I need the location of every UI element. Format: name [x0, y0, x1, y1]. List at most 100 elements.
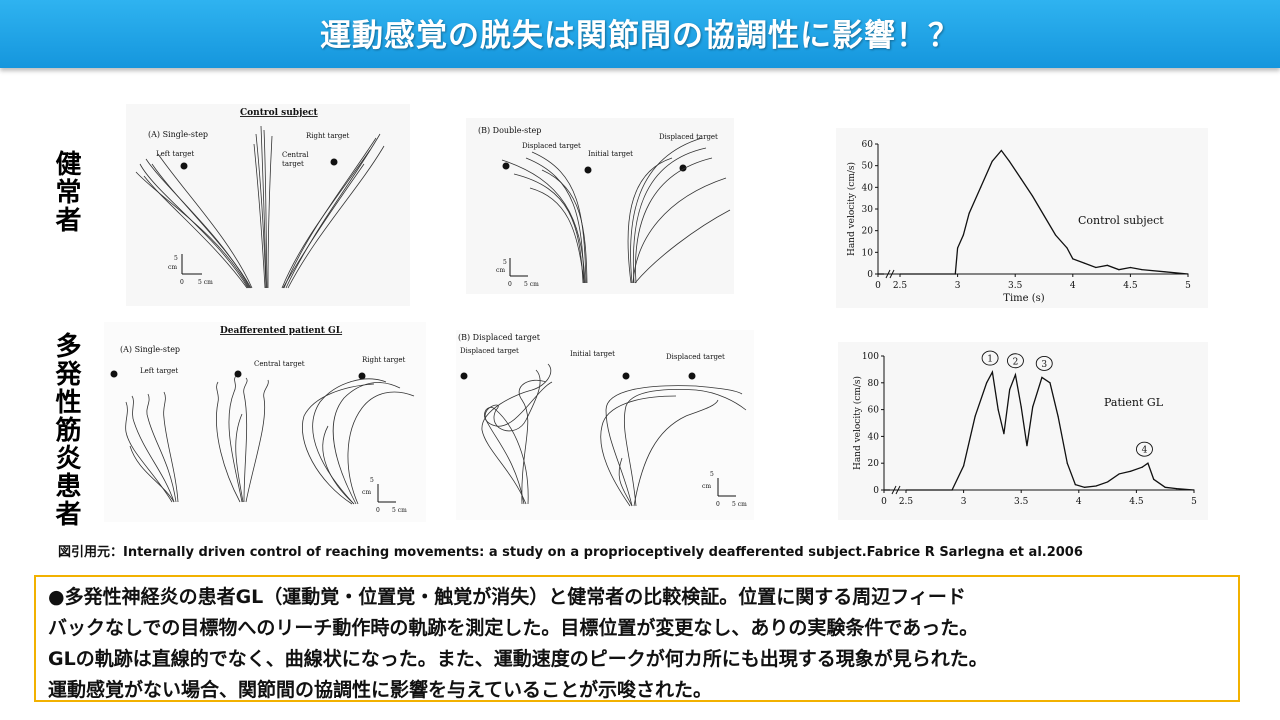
patient-heading: Deafferented patient GL — [220, 326, 343, 336]
patient-velocity-chart: 0 20 40 60 80 100 0 2.5 3 3.5 4 4.5 5 Hand velocity (… — [838, 342, 1208, 520]
scale-unit-b: cm — [496, 267, 505, 274]
y-tick-label: 10 — [862, 248, 874, 258]
velocity-point — [1106, 264, 1108, 266]
velocity-point — [1176, 488, 1178, 490]
x-tick-label: 5 — [1185, 281, 1191, 291]
y-tick-label: 50 — [862, 162, 874, 172]
right-target-label: Right target — [306, 132, 349, 140]
patient-right-target-dot — [358, 372, 366, 380]
displaced-target-label-b: Displaced target — [659, 133, 718, 141]
velocity-point — [1193, 489, 1195, 491]
velocity-point — [980, 186, 982, 188]
patient-velocity-svg: 0 20 40 60 80 100 0 2.5 3 3.5 4 4.5 5 Hand velocity (… — [852, 350, 1197, 507]
velocity-point — [1041, 376, 1043, 379]
velocity-point — [1083, 262, 1085, 264]
peak-marker — [1006, 353, 1024, 369]
panel-label-a: (A) Single-step — [148, 130, 208, 139]
scale-unit: cm — [168, 264, 177, 271]
scale-v: 5 — [174, 255, 178, 262]
patient-displaced-svg: (B) Displaced target Displaced target In… — [458, 333, 747, 508]
patient-scale-h: 5 cm — [392, 507, 407, 514]
velocity-point — [1000, 149, 1002, 152]
chart-title: Control subject — [1078, 214, 1164, 227]
patient-central-target-dot — [234, 370, 242, 378]
velocity-point — [1164, 271, 1166, 273]
velocity-point — [1003, 433, 1005, 435]
velocity-line — [906, 370, 1195, 491]
y-tick-label: 30 — [862, 205, 874, 215]
displaced-target-dot-a — [502, 162, 510, 170]
patient-right-target-label: Right target — [362, 356, 405, 364]
velocity-point — [1095, 266, 1097, 269]
x-tick-label: 3 — [961, 497, 967, 507]
right-target-dot — [330, 158, 338, 166]
patient-displaced-scale-h: 5 cm — [732, 501, 747, 508]
velocity-point — [1118, 269, 1120, 271]
double-step-right-trajectories — [627, 137, 731, 284]
velocity-point — [1014, 374, 1017, 376]
velocity-point — [1049, 382, 1051, 384]
x-tick-label: 3 — [955, 281, 961, 291]
velocity-point — [986, 382, 988, 384]
right-trajectories — [281, 133, 385, 289]
velocity-point — [1057, 415, 1059, 417]
patient-displaced-left-trajectories — [481, 363, 553, 505]
left-target-label: Left target — [156, 150, 194, 158]
summary-line-4: 運動感覚がない場合、関節間の協調性に影響を与えていることが示唆された。 — [48, 679, 713, 701]
patient-displaced-scale-zero: 0 — [716, 501, 720, 508]
scale-bar — [181, 254, 202, 275]
x-tick-label: 4.5 — [1129, 497, 1144, 507]
velocity-point — [991, 371, 993, 373]
central-target-label-1: Central — [282, 151, 309, 159]
x-tick-label: 5 — [1191, 497, 1197, 507]
patient-scale-v: 5 — [370, 477, 374, 484]
central-trajectories — [253, 125, 273, 289]
velocity-point — [954, 273, 956, 275]
patient-displaced-scale-unit: cm — [702, 483, 711, 490]
patient-single-step-svg: Deafferented patient GL (A) Single-step … — [110, 326, 415, 514]
velocity-point — [1020, 178, 1022, 180]
x-tick-label: 3.5 — [1014, 497, 1029, 507]
velocity-point — [957, 247, 959, 249]
control-double-step-svg: (B) Double-step Displaced target Initial… — [478, 126, 731, 288]
x-tick-label: 4 — [1076, 497, 1082, 507]
patient-row-label: 多発性筋炎患者 — [51, 332, 81, 528]
velocity-point — [1164, 486, 1166, 488]
patient-right-trajectories — [302, 378, 415, 505]
summary-line-1: ●多発性神経炎の患者GL（運動覚・位置覚・触覚が消失）と健常者の比較検証。位置に… — [48, 586, 966, 608]
velocity-line — [900, 149, 1189, 275]
x-tick-label: 4.5 — [1123, 281, 1138, 291]
velocity-point — [968, 212, 970, 214]
control-heading: Control subject — [240, 108, 319, 118]
peak-label: 2 — [1013, 357, 1019, 367]
velocity-point — [1129, 266, 1131, 269]
left-target-dot — [180, 162, 188, 170]
velocity-point — [1066, 462, 1068, 464]
x-tick-label: 0 — [881, 497, 887, 507]
summary-line-2: バックなしでの目標物へのリーチ動作時の軌跡を測定した。目標位置が変更なし、ありの… — [48, 617, 979, 639]
double-step-left-trajectories — [501, 151, 588, 284]
patient-initial-target-label: Initial target — [570, 350, 615, 358]
scale-v-b: 5 — [503, 259, 507, 266]
y-tick-label: 0 — [867, 270, 873, 280]
velocity-point — [1095, 485, 1097, 487]
chart-title: Patient GL — [1104, 396, 1164, 409]
velocity-point — [991, 160, 993, 162]
y-tick-label: 100 — [862, 352, 879, 362]
summary-box: ●多発性神経炎の患者GL（運動覚・位置覚・触覚が消失）と健常者の比較検証。位置に… — [34, 575, 1240, 702]
velocity-point — [1008, 160, 1011, 162]
patient-displaced-figure: (B) Displaced target Displaced target In… — [456, 330, 754, 520]
peak-label: 1 — [987, 355, 993, 365]
axis-break-mark — [891, 485, 897, 495]
patient-initial-dot — [622, 372, 630, 380]
velocity-point — [974, 415, 976, 417]
x-tick-label: 2.5 — [899, 497, 914, 507]
slide-title: 運動感覚の脱失は関節間の協調性に影響！？ — [320, 18, 960, 54]
scale-zero: 0 — [180, 279, 184, 286]
x-tick-label: 2.5 — [893, 281, 908, 291]
summary-line-3: GLの軌跡は直線的でなく、曲線状になった。また、運動速度のピークが何カ所にも出現… — [48, 648, 988, 670]
y-tick-label: 60 — [862, 140, 874, 150]
peak-marker — [981, 350, 999, 366]
y-axis-label: Hand velocity (cm/s) — [852, 376, 863, 470]
velocity-point — [1187, 273, 1189, 275]
